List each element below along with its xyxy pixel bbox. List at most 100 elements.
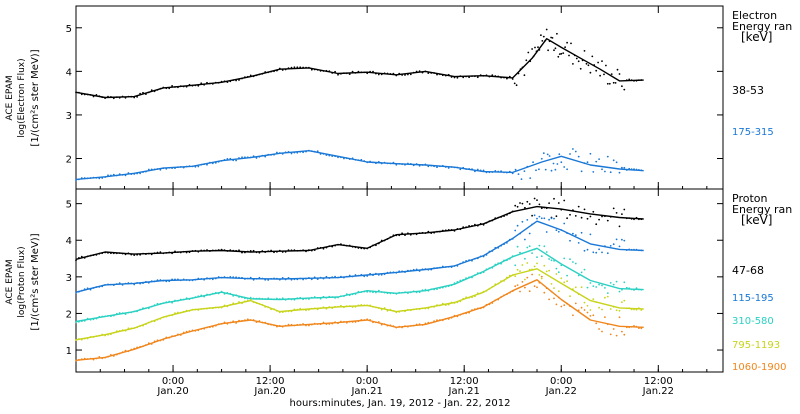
data-point: [78, 338, 80, 340]
data-point: [127, 350, 130, 353]
data-point: [118, 96, 121, 99]
data-point: [424, 232, 427, 235]
data-point: [98, 252, 101, 255]
data-point: [337, 322, 339, 325]
data-point: [174, 335, 176, 337]
data-point: [124, 313, 127, 315]
data-point: [322, 295, 325, 298]
data-point: [444, 166, 447, 168]
data-point: [86, 255, 89, 258]
data-point: [223, 249, 226, 252]
data-point: [369, 246, 371, 249]
data-point: [302, 249, 304, 252]
data-point: [638, 249, 640, 252]
data-point: [273, 153, 275, 156]
data-point: [548, 298, 550, 301]
data-point: [389, 73, 392, 75]
data-point: [500, 170, 502, 173]
data-point: [232, 320, 235, 323]
data-point: [556, 163, 559, 165]
data-point: [450, 284, 453, 287]
data-point: [328, 306, 331, 308]
data-point: [121, 252, 124, 255]
data-point: [276, 251, 278, 253]
data-point: [171, 278, 174, 281]
data-point: [430, 164, 433, 167]
data-point: [566, 217, 568, 220]
data-point: [488, 303, 491, 306]
data-point: [511, 274, 514, 277]
data-point: [223, 293, 226, 295]
data-point: [264, 155, 267, 158]
data-point: [214, 277, 217, 280]
data-point: [244, 251, 246, 254]
data-point: [267, 153, 270, 156]
data-point: [476, 307, 479, 310]
data-point: [412, 164, 415, 167]
y-axis-label-line: log(Electron Flux): [17, 58, 27, 137]
data-point: [508, 291, 511, 294]
data-point: [278, 67, 281, 70]
data-point: [191, 297, 194, 300]
data-point: [200, 249, 203, 252]
data-point: [179, 279, 182, 282]
data-point: [121, 329, 124, 331]
data-point: [80, 358, 83, 361]
data-point: [168, 166, 171, 169]
data-point: [229, 249, 232, 252]
y-tick-label: 5: [66, 200, 72, 211]
data-point: [214, 162, 217, 164]
data-point: [363, 160, 366, 162]
data-point: [586, 311, 589, 314]
data-point: [630, 325, 633, 328]
data-point: [86, 177, 89, 180]
data-point: [515, 84, 518, 87]
data-point: [284, 251, 287, 253]
data-point: [485, 303, 488, 306]
data-point: [150, 280, 153, 283]
data-point: [447, 266, 450, 268]
data-point: [369, 304, 371, 307]
data-point: [296, 278, 299, 281]
data-point: [526, 246, 529, 249]
data-point: [308, 324, 310, 327]
data-point: [156, 318, 159, 321]
data-point: [524, 206, 526, 209]
data-point: [395, 234, 398, 237]
data-point: [628, 248, 631, 251]
data-point: [261, 154, 264, 157]
data-point: [244, 300, 246, 303]
x-tick-time: 0:00: [356, 376, 378, 387]
data-point: [360, 291, 363, 293]
data-point: [630, 248, 633, 251]
data-point: [389, 292, 392, 295]
data-point: [235, 276, 238, 279]
data-point: [232, 302, 235, 305]
data-point: [401, 232, 403, 235]
data-point: [241, 319, 243, 322]
data-point: [258, 320, 261, 322]
data-point: [479, 292, 482, 295]
data-point: [450, 266, 453, 268]
data-point: [615, 212, 618, 214]
data-point: [83, 257, 86, 259]
data-point: [462, 261, 465, 263]
data-point: [80, 93, 83, 96]
data-point: [104, 97, 106, 99]
data-point: [447, 229, 450, 231]
data-point: [316, 278, 319, 280]
data-point: [436, 304, 438, 306]
data-point: [281, 69, 284, 71]
data-point: [284, 151, 287, 154]
data-point: [302, 323, 304, 325]
data-point: [226, 305, 229, 308]
data-point: [421, 164, 424, 166]
data-point: [115, 312, 118, 315]
data-point: [441, 286, 444, 289]
data-point: [127, 172, 130, 174]
data-point: [110, 283, 112, 286]
data-point: [171, 167, 174, 170]
data-point: [398, 234, 401, 237]
data-point: [372, 291, 374, 294]
data-point: [553, 197, 555, 200]
